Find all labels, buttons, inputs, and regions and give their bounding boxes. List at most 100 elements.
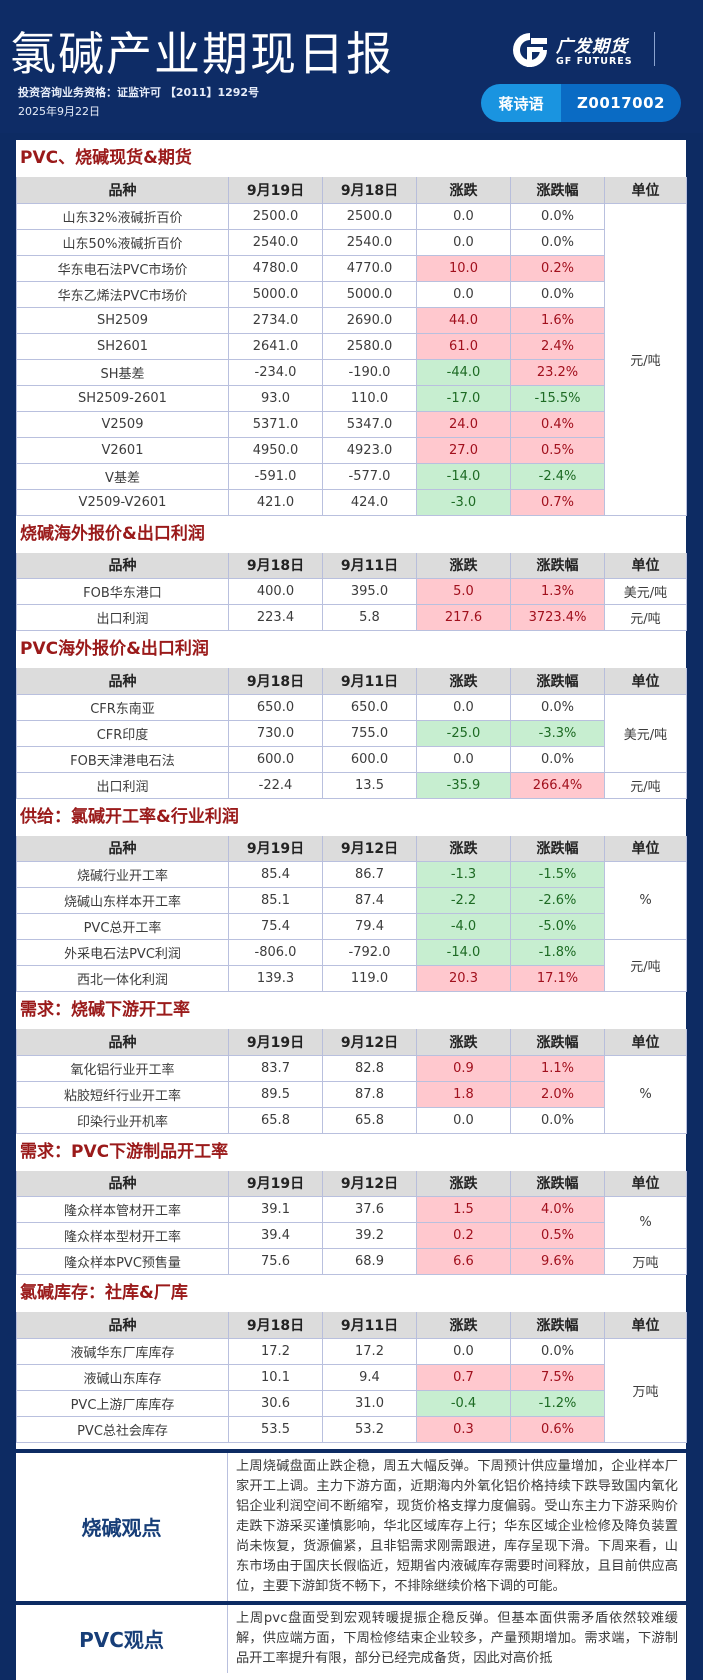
previous-value: 13.5 (322, 771, 417, 799)
change-percent: -2.6% (510, 887, 605, 914)
view-text: 上周烧碱盘面止跌企稳，周五大幅反弹。下周预计供应量增加，企业样本厂家开工上调。主… (236, 1458, 678, 1594)
table-header-row: 品种 9月18日 9月11日 涨跌 涨跌幅 单位 (16, 552, 687, 579)
current-value: 4950.0 (228, 436, 323, 464)
column-header: 涨跌幅 (510, 552, 605, 579)
market-view-block: PVC观点 上周pvc盘面受到宏观转暖提振企稳反弹。但基本面供需矛盾依然较难缓解，… (16, 1600, 686, 1673)
current-value: 4780.0 (228, 254, 323, 282)
section-title: 氯碱库存：社库&厂库 (16, 1275, 686, 1312)
item-name: SH2601 (16, 332, 229, 360)
column-header: 9月11日 (322, 668, 417, 694)
table-row: CFR东南亚 650.0 650.0 0.0 0.0% 美元/吨 (16, 693, 687, 773)
section-title: 需求：烧碱下游开工率 (16, 992, 686, 1029)
item-name: PVC上游厂库库存 (16, 1389, 229, 1417)
item-name: 外采电石法PVC利润 (16, 939, 229, 966)
item-name: 烧碱行业开工率 (16, 861, 229, 888)
change-percent: 266.4% (510, 771, 605, 799)
item-name: 烧碱山东样本开工率 (16, 887, 229, 914)
change-percent: 0.5% (510, 1222, 605, 1249)
gf-logo-icon (513, 33, 547, 67)
column-header: 品种 (16, 1312, 229, 1338)
item-name: 出口利润 (16, 771, 229, 799)
table-row: 外采电石法PVC利润 -806.0 -792.0 -14.0 -1.8% 元/吨 (16, 939, 687, 992)
column-header: 涨跌 (416, 177, 511, 203)
change-value: -4.0 (416, 913, 511, 940)
current-value: 30.6 (228, 1389, 323, 1417)
unit-cell: 元/吨 (604, 939, 687, 992)
change-value: 44.0 (416, 306, 511, 334)
change-percent: 1.6% (510, 306, 605, 334)
table-row: 出口利润 223.4 5.8 217.6 3723.4% 元/吨 (16, 604, 687, 631)
view-label: PVC观点 (16, 1604, 228, 1673)
change-value: 0.3 (416, 1415, 511, 1443)
change-percent: 4.0% (510, 1196, 605, 1223)
table-row: SH基差 -234.0 -190.0 -44.0 23.2% (16, 358, 687, 386)
data-table: 品种 9月18日 9月11日 涨跌 涨跌幅 单位 液碱华东厂库库存 17.2 17.2 0.0 0.… (16, 1312, 687, 1443)
previous-value: 87.4 (322, 887, 417, 914)
table-row: CFR印度 730.0 755.0 -25.0 -3.3% (16, 719, 687, 747)
current-value: 85.4 (228, 861, 323, 888)
change-value: 0.0 (416, 1337, 511, 1365)
column-header: 涨跌幅 (510, 668, 605, 694)
item-name: SH2509 (16, 306, 229, 334)
change-percent: 2.4% (510, 332, 605, 360)
previous-value: 650.0 (322, 693, 417, 721)
column-header: 9月11日 (322, 1312, 417, 1338)
change-value: 0.7 (416, 1363, 511, 1391)
item-name: 液碱山东库存 (16, 1363, 229, 1391)
table-header-row: 品种 9月19日 9月12日 涨跌 涨跌幅 单位 (16, 835, 687, 862)
table-row: 华东电石法PVC市场价 4780.0 4770.0 10.0 0.2% (16, 254, 687, 282)
change-percent: -5.0% (510, 913, 605, 940)
item-name: 华东电石法PVC市场价 (16, 254, 229, 282)
table-row: FOB天津港电石法 600.0 600.0 0.0 0.0% (16, 745, 687, 773)
column-header: 9月11日 (322, 552, 417, 579)
column-header: 涨跌 (416, 552, 511, 579)
table-row: PVC总社会库存 53.5 53.2 0.3 0.6% (16, 1415, 687, 1443)
table-header-row: 品种 9月19日 9月18日 涨跌 涨跌幅 单位 (16, 177, 687, 203)
table-row: 华东乙烯法PVC市场价 5000.0 5000.0 0.0 0.0% (16, 280, 687, 308)
column-header: 品种 (16, 668, 229, 694)
report-title: 氯碱产业期现日报 (10, 27, 394, 81)
change-value: -25.0 (416, 719, 511, 747)
previous-value: 2580.0 (322, 332, 417, 360)
change-percent: 0.4% (510, 410, 605, 438)
current-value: 650.0 (228, 693, 323, 721)
current-value: 5000.0 (228, 280, 323, 308)
previous-value: 2540.0 (322, 228, 417, 256)
item-name: 出口利润 (16, 604, 229, 631)
change-percent: 0.5% (510, 436, 605, 464)
data-table: 品种 9月18日 9月11日 涨跌 涨跌幅 单位 CFR东南亚 650.0 650.0 0.0 0.… (16, 668, 687, 799)
column-header: 品种 (16, 835, 229, 862)
logo-chinese-text: 广发期货 (556, 37, 628, 57)
change-percent: 9.6% (510, 1248, 605, 1275)
unit-cell: % (604, 1054, 687, 1134)
unit-cell: 元/吨 (604, 202, 687, 516)
change-value: 0.9 (416, 1054, 511, 1082)
column-header: 涨跌 (416, 1029, 511, 1055)
table-row: 山东32%液碱折百价 2500.0 2500.0 0.0 0.0% 元/吨 (16, 202, 687, 516)
current-value: 2500.0 (228, 202, 323, 230)
current-value: 83.7 (228, 1054, 323, 1082)
previous-value: 2500.0 (322, 202, 417, 230)
column-header: 涨跌幅 (510, 1170, 605, 1197)
analyst-badge: 蒋诗语 Z0017002 (481, 84, 681, 122)
previous-value: 82.8 (322, 1054, 417, 1082)
previous-value: 5347.0 (322, 410, 417, 438)
previous-value: 5000.0 (322, 280, 417, 308)
previous-value: 424.0 (322, 488, 417, 516)
column-header: 品种 (16, 1029, 229, 1055)
column-header: 品种 (16, 177, 229, 203)
change-percent: 0.0% (510, 693, 605, 721)
table-row: FOB华东港口 400.0 395.0 5.0 1.3% 美元/吨 (16, 578, 687, 605)
item-name: 粘胶短纤行业开工率 (16, 1080, 229, 1108)
table-row: 山东50%液碱折百价 2540.0 2540.0 0.0 0.0% (16, 228, 687, 256)
table-row: SH2601 2641.0 2580.0 61.0 2.4% (16, 332, 687, 360)
change-percent: 7.5% (510, 1363, 605, 1391)
previous-value: 17.2 (322, 1337, 417, 1365)
column-header: 9月12日 (322, 1170, 417, 1197)
data-table: 品种 9月19日 9月12日 涨跌 涨跌幅 单位 烧碱行业开工率 85.4 86.7 -1.3 -1… (16, 835, 687, 992)
change-value: 6.6 (416, 1248, 511, 1275)
table-row: 西北一体化利润 139.3 119.0 20.3 17.1% (16, 965, 687, 992)
change-value: -0.4 (416, 1389, 511, 1417)
table-row: 液碱华东厂库库存 17.2 17.2 0.0 0.0% 万吨 (16, 1337, 687, 1443)
current-value: 17.2 (228, 1337, 323, 1365)
